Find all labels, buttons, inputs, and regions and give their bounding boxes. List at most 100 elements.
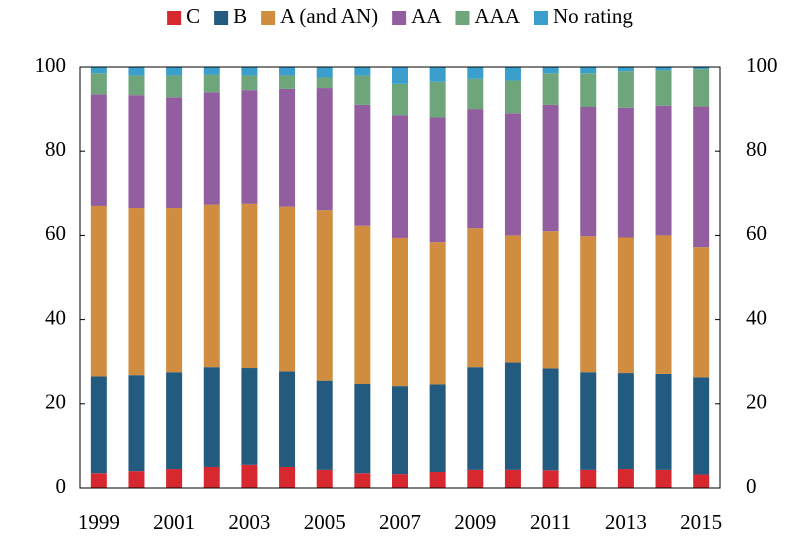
legend-label: C: [186, 4, 200, 28]
bar-segment: [279, 206, 296, 372]
bar-segment: [580, 469, 597, 488]
bar-segment: [90, 67, 107, 74]
bar-segment: [354, 104, 371, 226]
bar-segment: [693, 377, 710, 475]
bar-segment: [90, 376, 107, 474]
y2-tick-label: 40: [746, 305, 767, 329]
bar-segment: [693, 247, 710, 378]
y-tick-label: 80: [45, 137, 66, 161]
bar-segment: [580, 106, 597, 237]
bar-segment: [617, 237, 634, 374]
bar-segment: [279, 88, 296, 207]
y2-tick-label: 100: [746, 53, 778, 77]
x-tick-label: 2013: [605, 510, 647, 534]
bar-segment: [203, 466, 220, 488]
bar-segment: [166, 75, 183, 98]
bar-segment: [90, 73, 107, 95]
bar-segment: [203, 204, 220, 368]
bar-segment: [655, 67, 672, 71]
bar-segment: [617, 469, 634, 488]
bar-segment: [504, 67, 521, 81]
bar-segment: [203, 67, 220, 75]
bar-segment: [467, 78, 484, 110]
x-tick-label: 2009: [454, 510, 496, 534]
legend-swatch: [214, 11, 229, 25]
bar-segment: [542, 73, 559, 105]
bar-segment: [90, 205, 107, 377]
legend-swatch: [261, 11, 276, 25]
bar-segment: [316, 77, 333, 89]
bar-segment: [279, 371, 296, 467]
bar-segment: [316, 67, 333, 78]
bar-segment: [392, 115, 408, 238]
bar-segment: [166, 97, 183, 209]
bar-segment: [542, 67, 559, 74]
bar-segment: [617, 67, 634, 72]
bar-segment: [617, 71, 634, 108]
bar-segment: [128, 471, 145, 488]
legend-label: No rating: [553, 4, 633, 28]
bar-segment: [693, 69, 710, 107]
bar-segment: [693, 106, 710, 248]
bar-segment: [128, 75, 145, 96]
bar-segment: [203, 74, 220, 93]
y-tick-label: 100: [35, 53, 67, 77]
bar-segment: [580, 236, 597, 373]
y2-tick-label: 20: [746, 390, 767, 414]
x-tick-label: 1999: [78, 510, 120, 534]
bar-segment: [429, 67, 446, 82]
bar-segment: [354, 225, 371, 385]
bar-segment: [655, 235, 672, 374]
bar-segment: [392, 83, 408, 116]
bar-segment: [542, 104, 559, 232]
bar-segment: [241, 90, 258, 204]
bar-segment: [128, 375, 145, 472]
bar-segment: [392, 474, 408, 488]
y-tick-label: 40: [45, 305, 66, 329]
bar-segment: [241, 67, 258, 76]
bar-segment: [166, 372, 183, 470]
bar-segment: [655, 105, 672, 236]
bar-segment: [467, 469, 484, 488]
bar-segment: [504, 362, 521, 470]
legend-swatch: [167, 11, 182, 25]
x-tick-label: 2005: [304, 510, 346, 534]
bar-segment: [203, 367, 220, 467]
bar-segment: [392, 386, 408, 475]
bar-segment: [354, 75, 371, 105]
bar-segment: [429, 81, 446, 118]
legend-label: AAA: [474, 4, 520, 28]
bar-segment: [467, 228, 484, 368]
bar-segment: [467, 109, 484, 229]
bar-segment: [580, 372, 597, 470]
bar-segment: [354, 384, 371, 474]
bar-segment: [542, 368, 559, 471]
bar-segment: [90, 473, 107, 488]
bar-segment: [316, 88, 333, 211]
plot-frame: [79, 66, 721, 489]
bar-segment: [316, 380, 333, 470]
bar-segment: [279, 67, 296, 76]
bar-segment: [542, 231, 559, 369]
bar-segment: [354, 473, 371, 488]
bar-segment: [128, 208, 145, 376]
bar-segment: [429, 242, 446, 385]
bar-segment: [392, 67, 408, 84]
bar-segment: [241, 464, 258, 488]
bar-segment: [504, 113, 521, 236]
bar-segment: [90, 94, 107, 206]
legend-label: AA: [411, 4, 442, 28]
bar-segment: [655, 70, 672, 106]
bar-segment: [542, 470, 559, 488]
bar-segment: [504, 469, 521, 488]
bar-segment: [655, 373, 672, 470]
x-tick-label: 2003: [228, 510, 270, 534]
y-tick-label: 20: [45, 390, 66, 414]
bar-segment: [203, 92, 220, 205]
bar-segment: [467, 67, 484, 79]
legend-swatch: [455, 11, 470, 25]
bar-segment: [693, 474, 710, 488]
bar-segment: [504, 235, 521, 363]
